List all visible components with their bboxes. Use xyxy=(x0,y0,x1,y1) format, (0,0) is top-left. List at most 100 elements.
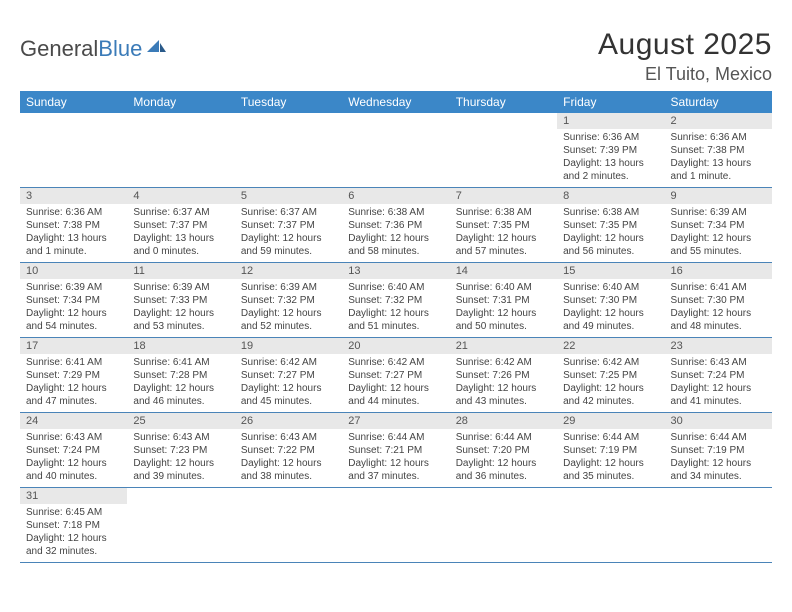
day-details: Sunrise: 6:39 AMSunset: 7:34 PMDaylight:… xyxy=(665,204,772,262)
day-number xyxy=(665,488,772,504)
day-details: Sunrise: 6:36 AMSunset: 7:39 PMDaylight:… xyxy=(557,129,664,187)
day-detail-line: Sunrise: 6:39 AM xyxy=(26,281,121,294)
day-details: Sunrise: 6:42 AMSunset: 7:27 PMDaylight:… xyxy=(235,354,342,412)
day-detail-line: Sunset: 7:24 PM xyxy=(671,369,766,382)
logo-text-1: General xyxy=(20,36,98,62)
day-details: Sunrise: 6:43 AMSunset: 7:22 PMDaylight:… xyxy=(235,429,342,487)
day-details: Sunrise: 6:41 AMSunset: 7:28 PMDaylight:… xyxy=(127,354,234,412)
day-detail-line: Sunrise: 6:40 AM xyxy=(348,281,443,294)
day-detail-line: Sunset: 7:19 PM xyxy=(671,444,766,457)
day-detail-line: Sunset: 7:38 PM xyxy=(671,144,766,157)
day-details xyxy=(450,129,557,135)
day-detail-line: Sunset: 7:20 PM xyxy=(456,444,551,457)
day-cell: 4Sunrise: 6:37 AMSunset: 7:37 PMDaylight… xyxy=(127,188,234,263)
day-detail-line: Daylight: 12 hours and 49 minutes. xyxy=(563,307,658,333)
day-details: Sunrise: 6:37 AMSunset: 7:37 PMDaylight:… xyxy=(127,204,234,262)
day-number xyxy=(235,488,342,504)
day-detail-line: Sunrise: 6:45 AM xyxy=(26,506,121,519)
day-cell: 15Sunrise: 6:40 AMSunset: 7:30 PMDayligh… xyxy=(557,263,664,338)
day-detail-line: Daylight: 12 hours and 57 minutes. xyxy=(456,232,551,258)
day-details: Sunrise: 6:39 AMSunset: 7:32 PMDaylight:… xyxy=(235,279,342,337)
day-detail-line: Sunset: 7:37 PM xyxy=(241,219,336,232)
day-cell xyxy=(20,113,127,188)
day-detail-line: Daylight: 12 hours and 59 minutes. xyxy=(241,232,336,258)
day-cell: 21Sunrise: 6:42 AMSunset: 7:26 PMDayligh… xyxy=(450,338,557,413)
day-details: Sunrise: 6:41 AMSunset: 7:29 PMDaylight:… xyxy=(20,354,127,412)
day-detail-line: Daylight: 12 hours and 40 minutes. xyxy=(26,457,121,483)
day-details xyxy=(127,504,234,510)
day-detail-line: Sunrise: 6:43 AM xyxy=(241,431,336,444)
day-detail-line: Sunrise: 6:42 AM xyxy=(348,356,443,369)
day-detail-line: Daylight: 12 hours and 46 minutes. xyxy=(133,382,228,408)
day-number: 1 xyxy=(557,113,664,129)
day-detail-line: Sunrise: 6:42 AM xyxy=(456,356,551,369)
day-cell xyxy=(665,488,772,563)
day-detail-line: Sunset: 7:38 PM xyxy=(26,219,121,232)
day-detail-line: Sunrise: 6:39 AM xyxy=(241,281,336,294)
location: El Tuito, Mexico xyxy=(598,64,772,85)
day-details xyxy=(342,129,449,135)
day-number: 14 xyxy=(450,263,557,279)
day-detail-line: Daylight: 12 hours and 52 minutes. xyxy=(241,307,336,333)
day-detail-line: Sunset: 7:29 PM xyxy=(26,369,121,382)
day-details xyxy=(235,504,342,510)
day-detail-line: Sunset: 7:25 PM xyxy=(563,369,658,382)
day-cell: 29Sunrise: 6:44 AMSunset: 7:19 PMDayligh… xyxy=(557,413,664,488)
week-row: 24Sunrise: 6:43 AMSunset: 7:24 PMDayligh… xyxy=(20,413,772,488)
day-detail-line: Sunset: 7:23 PM xyxy=(133,444,228,457)
day-number: 8 xyxy=(557,188,664,204)
dayhead-sat: Saturday xyxy=(665,91,772,113)
day-number: 23 xyxy=(665,338,772,354)
day-details: Sunrise: 6:44 AMSunset: 7:21 PMDaylight:… xyxy=(342,429,449,487)
dayhead-mon: Monday xyxy=(127,91,234,113)
day-details: Sunrise: 6:40 AMSunset: 7:30 PMDaylight:… xyxy=(557,279,664,337)
day-details: Sunrise: 6:40 AMSunset: 7:32 PMDaylight:… xyxy=(342,279,449,337)
day-detail-line: Sunset: 7:30 PM xyxy=(671,294,766,307)
day-details: Sunrise: 6:38 AMSunset: 7:35 PMDaylight:… xyxy=(557,204,664,262)
day-detail-line: Daylight: 12 hours and 34 minutes. xyxy=(671,457,766,483)
day-details xyxy=(127,129,234,135)
day-number xyxy=(342,488,449,504)
day-detail-line: Sunrise: 6:37 AM xyxy=(133,206,228,219)
day-detail-line: Sunrise: 6:38 AM xyxy=(563,206,658,219)
day-detail-line: Sunrise: 6:43 AM xyxy=(133,431,228,444)
day-number xyxy=(450,113,557,129)
day-number xyxy=(557,488,664,504)
day-detail-line: Daylight: 12 hours and 53 minutes. xyxy=(133,307,228,333)
day-detail-line: Daylight: 12 hours and 51 minutes. xyxy=(348,307,443,333)
calendar-body: 1Sunrise: 6:36 AMSunset: 7:39 PMDaylight… xyxy=(20,113,772,563)
day-details: Sunrise: 6:43 AMSunset: 7:24 PMDaylight:… xyxy=(665,354,772,412)
day-number: 29 xyxy=(557,413,664,429)
day-detail-line: Sunrise: 6:39 AM xyxy=(671,206,766,219)
day-cell: 18Sunrise: 6:41 AMSunset: 7:28 PMDayligh… xyxy=(127,338,234,413)
day-cell: 10Sunrise: 6:39 AMSunset: 7:34 PMDayligh… xyxy=(20,263,127,338)
day-number: 25 xyxy=(127,413,234,429)
day-detail-line: Daylight: 12 hours and 37 minutes. xyxy=(348,457,443,483)
dayhead-fri: Friday xyxy=(557,91,664,113)
month-title: August 2025 xyxy=(598,28,772,62)
week-row: 17Sunrise: 6:41 AMSunset: 7:29 PMDayligh… xyxy=(20,338,772,413)
day-details: Sunrise: 6:36 AMSunset: 7:38 PMDaylight:… xyxy=(665,129,772,187)
day-detail-line: Daylight: 12 hours and 35 minutes. xyxy=(563,457,658,483)
day-number xyxy=(127,488,234,504)
day-detail-line: Sunset: 7:34 PM xyxy=(26,294,121,307)
day-details xyxy=(557,504,664,510)
day-detail-line: Sunrise: 6:39 AM xyxy=(133,281,228,294)
dayhead-thu: Thursday xyxy=(450,91,557,113)
day-cell: 14Sunrise: 6:40 AMSunset: 7:31 PMDayligh… xyxy=(450,263,557,338)
day-number: 31 xyxy=(20,488,127,504)
day-detail-line: Sunset: 7:27 PM xyxy=(348,369,443,382)
day-cell: 8Sunrise: 6:38 AMSunset: 7:35 PMDaylight… xyxy=(557,188,664,263)
day-cell: 9Sunrise: 6:39 AMSunset: 7:34 PMDaylight… xyxy=(665,188,772,263)
day-number: 30 xyxy=(665,413,772,429)
day-detail-line: Sunrise: 6:42 AM xyxy=(241,356,336,369)
day-number: 13 xyxy=(342,263,449,279)
day-cell xyxy=(450,488,557,563)
day-number: 28 xyxy=(450,413,557,429)
day-cell: 6Sunrise: 6:38 AMSunset: 7:36 PMDaylight… xyxy=(342,188,449,263)
day-detail-line: Sunset: 7:30 PM xyxy=(563,294,658,307)
day-number: 6 xyxy=(342,188,449,204)
day-number: 15 xyxy=(557,263,664,279)
day-cell: 19Sunrise: 6:42 AMSunset: 7:27 PMDayligh… xyxy=(235,338,342,413)
day-detail-line: Sunrise: 6:41 AM xyxy=(671,281,766,294)
